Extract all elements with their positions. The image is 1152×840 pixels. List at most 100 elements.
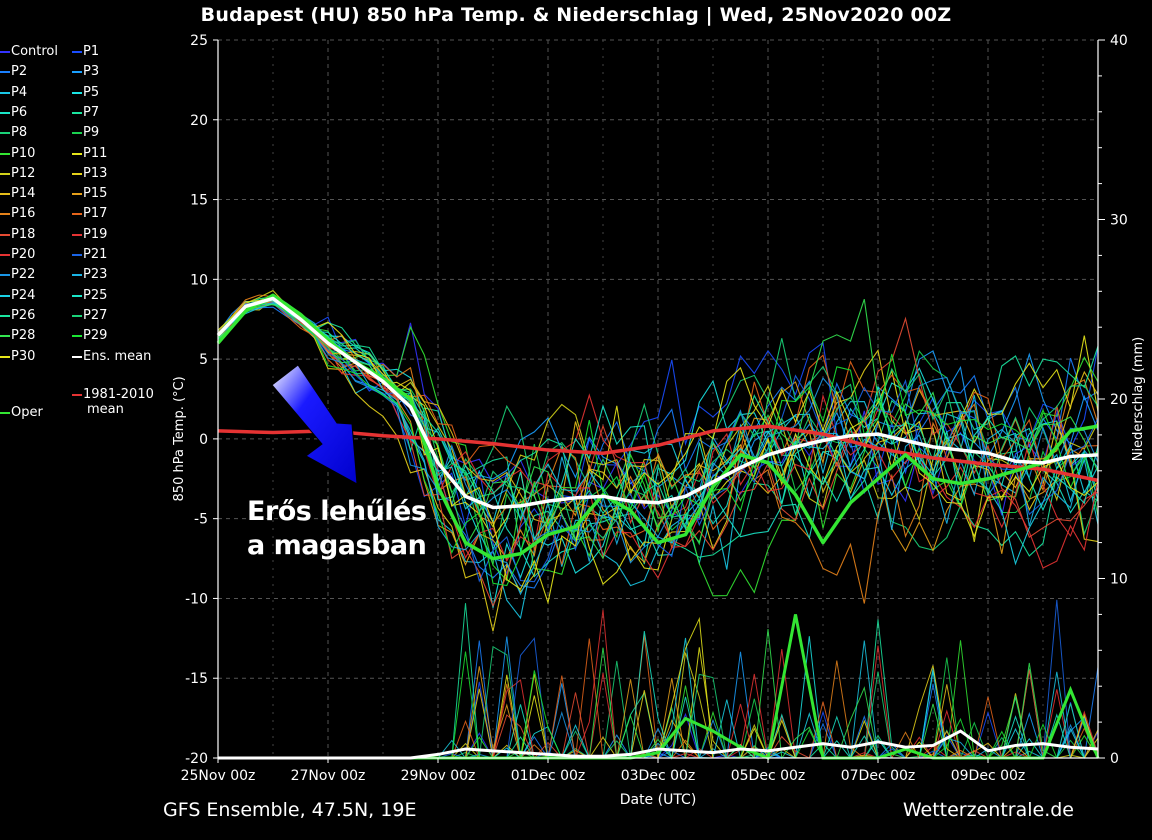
- annotation-line-1: Erős lehűlés: [247, 496, 427, 527]
- legend-item: P29: [72, 328, 107, 344]
- annotation-arrow-shape: [271, 364, 358, 485]
- member-line: [217, 298, 1099, 587]
- precipitation-lines: [218, 599, 1100, 761]
- y-tick-label: -20: [185, 751, 208, 767]
- x-tick-label: 07Dec 00z: [841, 768, 916, 784]
- legend-swatch: [72, 233, 82, 236]
- legend-swatch: [0, 233, 10, 236]
- legend-swatch: [0, 91, 10, 94]
- member-precip-line: [218, 647, 1099, 759]
- legend-swatch: [72, 71, 82, 74]
- legend-swatch: [72, 51, 82, 53]
- legend-item: P23: [72, 267, 107, 283]
- legend-item: P10: [0, 146, 35, 162]
- x-axis-label: Date (UTC): [620, 792, 697, 808]
- y2-tick-label: 40: [1110, 33, 1128, 49]
- legend-label: P4: [11, 84, 28, 100]
- legend-item: P24: [0, 288, 35, 304]
- y2-tick-label: 0: [1110, 751, 1119, 767]
- annotation-text: Erős lehűlés a magasban: [247, 495, 427, 563]
- y-tick-label: 10: [190, 272, 208, 288]
- legend-swatch: [0, 71, 10, 74]
- legend-swatch: [0, 172, 10, 175]
- legend-label: P7: [83, 104, 100, 120]
- legend-label: P12: [11, 165, 36, 181]
- legend-label: P27: [83, 307, 108, 323]
- legend-item: P4: [0, 85, 27, 101]
- legend-swatch: [72, 294, 82, 297]
- legend-label: P29: [83, 328, 108, 344]
- legend-swatch: [72, 355, 82, 358]
- x-tick-label: 03Dec 00z: [621, 768, 696, 784]
- legend-label: P10: [11, 145, 36, 161]
- legend-label: P26: [11, 307, 36, 323]
- legend-swatch: [0, 213, 10, 216]
- legend-item: P1: [72, 44, 99, 60]
- axes: 25 20 15 10 5 0 -5 -10 -15 -20 40 30 20 10 0 25Nov 00z 2…: [172, 33, 1146, 808]
- y2-tick-label: 10: [1110, 572, 1128, 588]
- legend-swatch: [0, 355, 10, 358]
- y-tick-label: 25: [190, 33, 208, 49]
- legend-swatch: [72, 152, 82, 155]
- legend-item: P16: [0, 206, 35, 222]
- y2-tick-label: 30: [1110, 213, 1128, 229]
- legend-label: P8: [11, 125, 28, 141]
- legend-swatch: [0, 111, 10, 114]
- legend-label: P28: [11, 328, 36, 344]
- legend-item: P15: [72, 186, 107, 202]
- legend-swatch: [0, 152, 10, 155]
- legend-swatch: [72, 254, 82, 256]
- x-tick-label: 29Nov 00z: [401, 768, 476, 784]
- legend-label: P5: [83, 84, 100, 100]
- legend-item: P5: [72, 85, 99, 101]
- legend-label: P23: [83, 267, 108, 283]
- legend-label: P13: [83, 165, 108, 181]
- legend-item: P21: [72, 247, 107, 263]
- legend-label: P21: [83, 247, 108, 262]
- legend-item: P19: [72, 227, 107, 243]
- legend-label: P17: [83, 206, 108, 222]
- legend-label: Control: [11, 44, 58, 59]
- legend-label: P9: [83, 125, 100, 141]
- legend-label: P22: [11, 267, 36, 283]
- legend-label: 1981-2010: [83, 387, 154, 402]
- legend-item: P8: [0, 125, 27, 141]
- x-tick-label: 27Nov 00z: [291, 768, 366, 784]
- y-axis-label: 850 hPa Temp. (°C): [172, 376, 187, 501]
- legend-item: P27: [72, 308, 107, 324]
- legend-item: P7: [72, 105, 99, 121]
- legend-item: P2: [0, 64, 27, 80]
- y-tick-label: 0: [199, 432, 208, 448]
- y-tick-label: -5: [194, 512, 208, 528]
- legend-label: P6: [11, 104, 28, 120]
- legend-swatch: [0, 274, 10, 277]
- annotation-line-2: a magasban: [247, 530, 427, 561]
- legend-swatch: [0, 335, 10, 338]
- legend-item: P9: [72, 125, 99, 141]
- legend-item: P26: [0, 308, 35, 324]
- x-tick-label: 09Dec 00z: [951, 768, 1026, 784]
- member-line: [217, 302, 1099, 608]
- x-tick-label: 05Dec 00z: [731, 768, 806, 784]
- y-tick-label: -10: [185, 591, 208, 607]
- legend-item: P3: [72, 64, 99, 80]
- member-line: [217, 306, 1099, 589]
- member-line: [217, 297, 1099, 541]
- legend-swatch: [0, 314, 10, 317]
- y2-tick-label: 20: [1110, 392, 1128, 408]
- legend-label: Oper: [11, 405, 43, 420]
- legend-item: P20: [0, 247, 35, 263]
- legend-item: P14: [0, 186, 35, 202]
- member-line: [217, 300, 1099, 551]
- y-tick-label: 5: [199, 352, 208, 368]
- legend-swatch: [0, 294, 10, 297]
- legend-swatch: [72, 193, 82, 196]
- legend-label: P1: [83, 44, 100, 59]
- legend-swatch: [72, 111, 82, 114]
- legend-swatch: [0, 132, 10, 135]
- legend-label: P15: [83, 186, 108, 202]
- legend-swatch: [0, 51, 10, 53]
- chart-title: Budapest (HU) 850 hPa Temp. & Niederschl…: [200, 4, 952, 26]
- y-tick-label: -15: [185, 671, 208, 687]
